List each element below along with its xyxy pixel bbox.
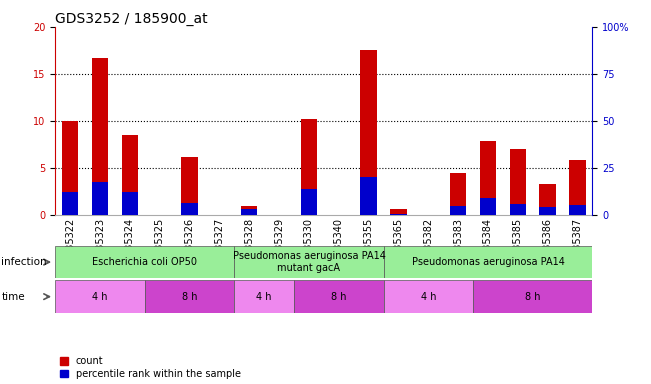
Bar (92, 58, 108, 215)
Bar (234, 246, 383, 278)
Bar (569, 205, 586, 215)
Bar (510, 149, 526, 215)
Bar (234, 280, 294, 313)
Text: 4 h: 4 h (256, 291, 272, 302)
Bar (122, 192, 138, 215)
Bar (241, 209, 258, 215)
Text: Pseudomonas aeruginosa PA14: Pseudomonas aeruginosa PA14 (411, 257, 564, 267)
Bar (361, 177, 377, 215)
Bar (383, 280, 473, 313)
Bar (480, 198, 496, 215)
Text: 8 h: 8 h (331, 291, 346, 302)
Bar (480, 141, 496, 215)
Text: 8 h: 8 h (182, 291, 197, 302)
Bar (182, 203, 198, 215)
Text: GDS3252 / 185900_at: GDS3252 / 185900_at (55, 12, 208, 25)
Bar (361, 50, 377, 215)
Bar (390, 209, 407, 215)
Bar (510, 204, 526, 215)
Bar (390, 214, 407, 215)
Bar (182, 157, 198, 215)
Bar (383, 246, 592, 278)
Text: 4 h: 4 h (421, 291, 436, 302)
Bar (62, 121, 79, 215)
Bar (92, 182, 108, 215)
Legend: count, percentile rank within the sample: count, percentile rank within the sample (60, 356, 241, 379)
Bar (122, 135, 138, 215)
Text: infection: infection (1, 257, 47, 267)
Bar (540, 184, 556, 215)
Bar (301, 119, 317, 215)
Text: Escherichia coli OP50: Escherichia coli OP50 (92, 257, 197, 267)
Text: time: time (1, 291, 25, 302)
Bar (473, 280, 592, 313)
Text: Pseudomonas aeruginosa PA14
mutant gacA: Pseudomonas aeruginosa PA14 mutant gacA (232, 251, 385, 273)
Bar (569, 161, 586, 215)
Bar (55, 246, 234, 278)
Bar (540, 207, 556, 215)
Bar (62, 192, 79, 215)
Text: 8 h: 8 h (525, 291, 540, 302)
Bar (145, 280, 234, 313)
Bar (55, 280, 145, 313)
Text: 4 h: 4 h (92, 291, 108, 302)
Bar (294, 280, 383, 313)
Bar (301, 189, 317, 215)
Bar (450, 206, 466, 215)
Bar (241, 206, 258, 215)
Bar (450, 173, 466, 215)
